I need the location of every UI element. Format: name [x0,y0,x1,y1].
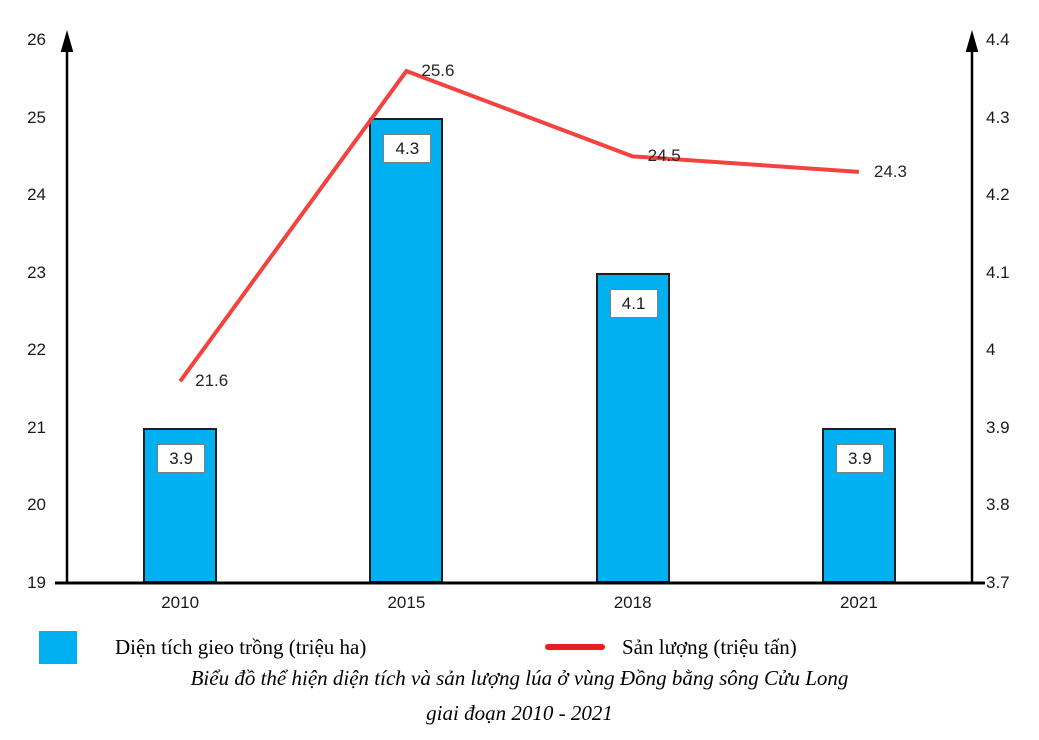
line-value-label: 24.3 [873,161,907,181]
x-axis-category-label: 2015 [387,593,426,612]
left-axis-arrow-icon [60,30,74,52]
left-axis-tick-label: 25 [27,107,46,127]
left-axis-tick-label: 26 [27,30,46,49]
left-axis-tick-label: 21 [27,417,46,437]
right-axis-tick-label: 4.3 [986,107,1010,127]
bar-value-label: 3.9 [157,443,206,473]
legend-label-output: Sản lượng (triệu tấn) [622,635,797,659]
axes-and-line-canvas [55,30,985,585]
left-axis-tick-label: 20 [27,495,46,515]
bar-value-label: 4.3 [383,133,432,163]
chart-caption-line1: Biểu đồ thể hiện diện tích và sản lượng … [190,666,849,690]
line-value-label: 21.6 [195,371,229,391]
chart-legend: Diện tích gieo trồng (triệu ha) Sản lượn… [0,626,1039,668]
right-axis-arrow-icon [965,30,979,52]
right-axis-tick-label: 4.2 [986,185,1010,205]
x-axis-category-label: 2021 [839,593,878,612]
production-line-series [178,68,860,383]
bar-2015 [369,117,444,583]
chart-caption-line2: giai đoạn 2010 - 2021 [426,701,613,725]
right-axis-tick-label: 3.7 [986,573,1010,592]
right-axis-tick-label: 4.4 [986,30,1010,49]
right-axis-tick-label: 4.1 [986,262,1010,282]
right-axis-tick-label: 4 [986,340,996,360]
line-value-label: 24.5 [647,146,681,166]
x-axis-category-label: 2018 [613,593,652,612]
legend-label-area: Diện tích gieo trồng (triệu ha) [115,635,367,659]
right-axis-tick-label: 3.8 [986,495,1010,515]
legend-line-swatch [545,644,605,650]
plot-area: 19 20 21 22 23 24 25 26 3.7 3.8 3.9 4 4.1 4.2 4.3 4.4 20… [27,30,1010,612]
right-axis-tick-label: 3.9 [986,417,1010,437]
bar-value-label: 4.1 [609,288,658,318]
bar-value-label: 3.9 [835,443,884,473]
left-axis-tick-label: 24 [27,185,46,205]
legend-bar-swatch [39,631,77,664]
left-axis-tick-label: 19 [27,573,46,592]
line-value-label: 25.6 [421,61,455,81]
x-axis-category-label: 2010 [161,593,200,612]
left-axis-tick-label: 22 [27,340,46,360]
labels-layer: 19 20 21 22 23 24 25 26 3.7 3.8 3.9 4 4.1 4.2 4.3 4.4 20… [27,30,1010,612]
left-axis-tick-label: 23 [27,262,46,282]
